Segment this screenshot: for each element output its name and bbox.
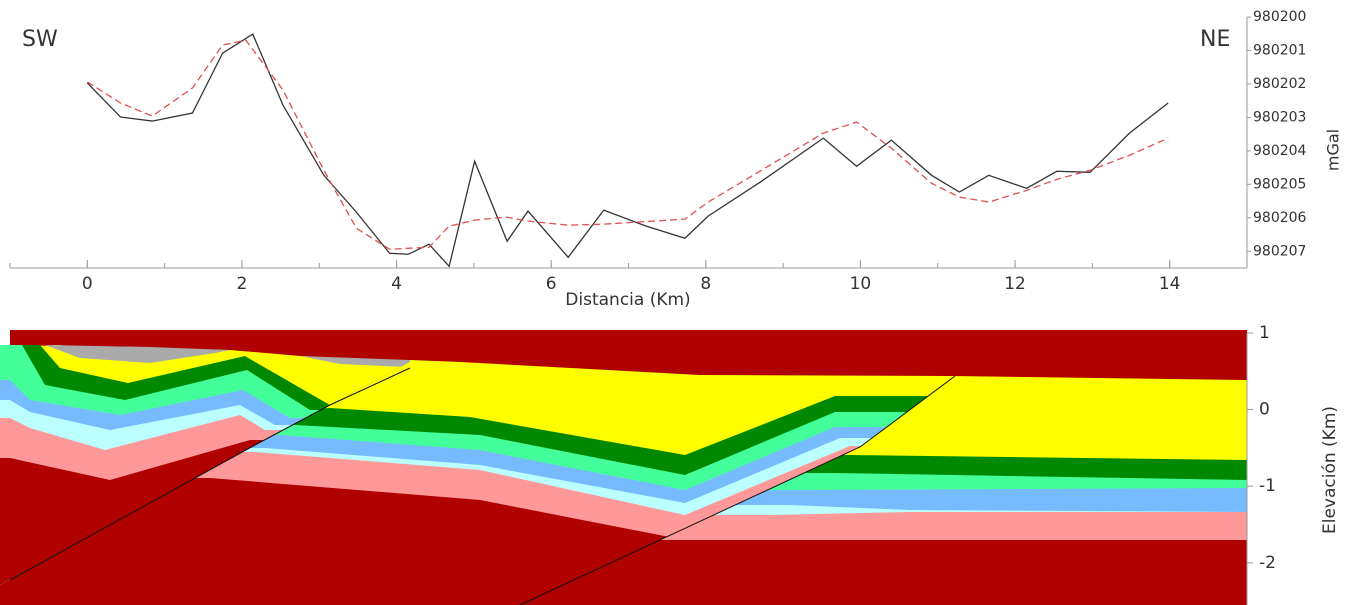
x-tick-label: 0 (82, 274, 93, 294)
x-tick-label: 10 (850, 274, 872, 294)
x-axis-label: Distancia (Km) (565, 290, 690, 310)
x-tick-label: 6 (546, 274, 557, 294)
data-line (87, 34, 1168, 266)
y-tick-label: -2 (1259, 553, 1276, 573)
y-tick-label: 1 (1259, 323, 1270, 343)
y-tick-label: -1 (1259, 476, 1276, 496)
y-tick-label: 980206 (1253, 210, 1307, 226)
chart: SW NE Distancia (Km) mGal Elevación (Km)… (0, 0, 1349, 605)
y-tick-label: 980202 (1253, 76, 1306, 92)
x-tick-label: 2 (237, 274, 248, 294)
y-tick-label: 980207 (1253, 243, 1306, 259)
cross-section (0, 330, 1260, 605)
annotation: NE (1200, 27, 1230, 52)
page: {"chart_data": [ {"type": "line", "annot… (0, 0, 1349, 605)
x-tick-label: 8 (700, 274, 711, 294)
y-tick-label: 0 (1259, 400, 1270, 420)
x-tick-label: 4 (391, 274, 402, 294)
data-line (87, 40, 1168, 249)
y-tick-label: 980201 (1253, 42, 1306, 58)
x-tick-label: 12 (1004, 274, 1026, 294)
y-tick-label: 980205 (1253, 176, 1306, 192)
y-tick-label: 980203 (1253, 109, 1306, 125)
y-tick-label: 980200 (1253, 9, 1306, 25)
y-axis-label: mGal (1324, 129, 1343, 171)
x-tick-label: 14 (1159, 274, 1181, 294)
y-axis-label: Elevación (Km) (1320, 406, 1340, 534)
y-tick-label: 980204 (1253, 143, 1307, 159)
annotation: SW (22, 27, 58, 52)
